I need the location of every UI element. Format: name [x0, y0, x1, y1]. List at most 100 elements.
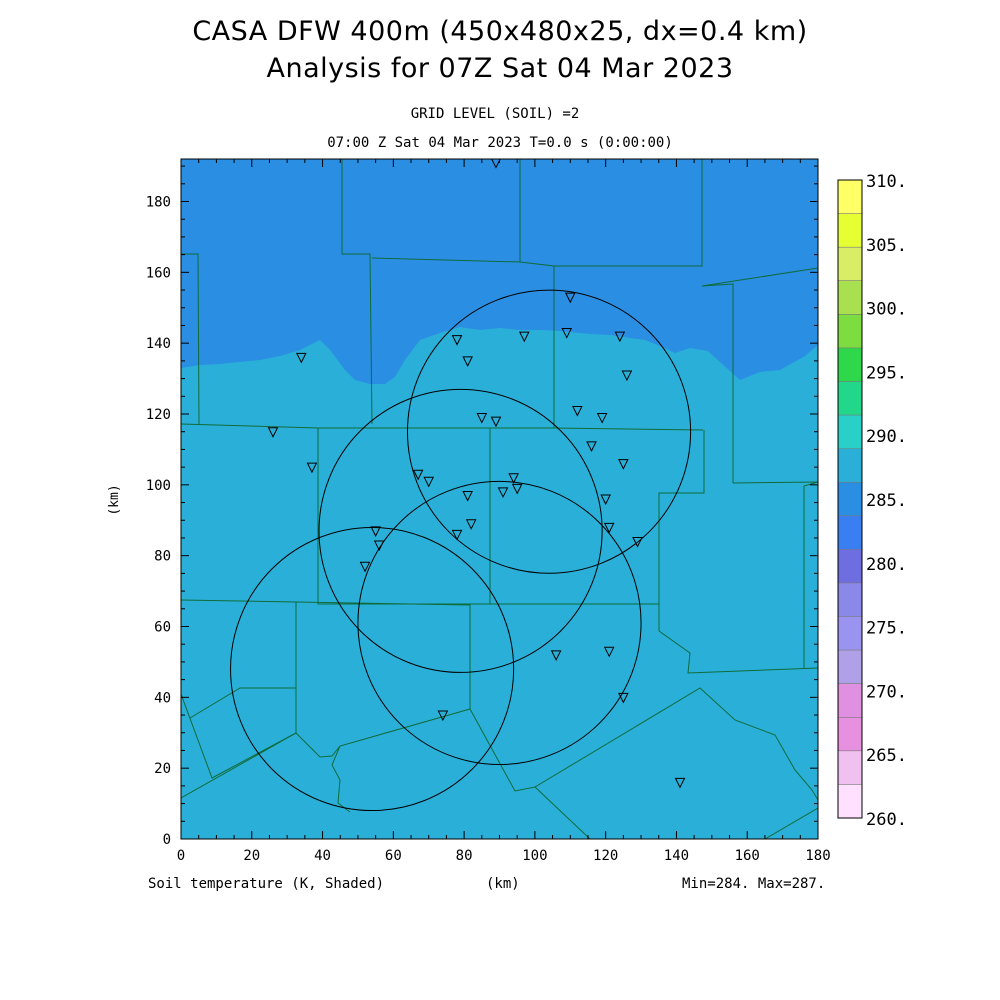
colorbar-swatch [838, 448, 862, 483]
y-axis: 0 20 40 60 80 100 120 140 160 180 [146, 165, 818, 848]
station-marker [370, 526, 381, 537]
station-marker [423, 476, 435, 488]
radar-ring-3 [230, 526, 515, 812]
colorbar-swatch [838, 650, 862, 685]
station-marker [586, 441, 597, 452]
colorbar-label: 285. [866, 491, 907, 511]
colorbar-swatch [838, 247, 862, 282]
station-marker [603, 646, 615, 658]
y-tick-label: 160 [146, 265, 171, 281]
radar-range-rings [230, 289, 692, 812]
station-marker [306, 462, 318, 474]
county-borders [181, 159, 818, 839]
station-marker [497, 487, 509, 499]
min-max-label: Min=284. Max=287. [682, 876, 826, 892]
colorbar-label: 270. [866, 682, 907, 702]
y-tick-label: 180 [146, 195, 171, 211]
station-marker [674, 777, 686, 789]
y-tick-label: 80 [154, 549, 171, 565]
x-tick-label: 20 [243, 848, 260, 864]
analysis-time-title: Analysis for 07Z Sat 04 Mar 2023 [266, 53, 734, 84]
colorbar-swatch [838, 314, 862, 349]
station-marker [508, 473, 519, 484]
colorbar-swatch [838, 717, 862, 752]
x-tick-label: 0 [177, 848, 185, 864]
station-marker [511, 483, 523, 495]
radar-ring-0 [406, 289, 692, 574]
colorbar-swatch [838, 784, 862, 819]
colorbar-swatch [838, 616, 862, 651]
colorbar-label: 295. [866, 363, 907, 383]
station-marker [600, 494, 611, 506]
x-tick-label: 120 [593, 848, 618, 864]
station-marker [462, 356, 473, 367]
station-marker [451, 529, 463, 541]
station-marker [603, 522, 615, 534]
colorbar-label: 310. [866, 172, 907, 192]
station-marker [373, 540, 385, 552]
station-marker [550, 650, 562, 661]
colorbar-label: 305. [866, 236, 907, 256]
station-marker [451, 335, 463, 346]
colorbar-label: 300. [866, 300, 907, 320]
station-marker [412, 469, 424, 481]
colorbar-label: 275. [866, 619, 907, 639]
station-marker [476, 413, 488, 424]
colorbar-label: 260. [866, 810, 907, 830]
x-axis: 0 20 40 60 80 100 120 140 160 180 [177, 159, 831, 864]
station-marker [359, 561, 371, 573]
y-tick-label: 140 [146, 336, 171, 352]
colorbar-swatch [838, 280, 862, 315]
colorbar-swatch [838, 582, 862, 618]
colorbar: 310. 305. 300. 295. 290. 285. 280. 275. 270. 265.… [837, 172, 907, 830]
x-tick-label: 80 [456, 848, 473, 864]
x-tick-label: 140 [664, 848, 689, 864]
grid-level-label: GRID LEVEL (SOIL) =2 [410, 106, 580, 122]
colorbar-frame [837, 179, 863, 819]
y-tick-label: 20 [154, 761, 171, 777]
colorbar-swatch [838, 347, 862, 382]
y-tick-label: 60 [154, 620, 171, 636]
x-axis-unit: (km) [486, 876, 520, 892]
colorbar-swatch [838, 549, 862, 584]
station-marker [614, 331, 626, 343]
x-tick-label: 160 [735, 848, 760, 864]
colorbar-swatch [838, 381, 862, 416]
colorbar-swatch [838, 180, 862, 215]
radar-ring-1 [318, 388, 603, 673]
colorbar-label: 280. [866, 555, 907, 575]
colorbar-swatch [838, 683, 862, 718]
station-marker [518, 331, 530, 343]
station-marker [437, 710, 449, 722]
station-marker [564, 292, 576, 304]
station-marker [490, 416, 502, 428]
x-tick-label: 100 [522, 848, 547, 864]
station-marker [267, 427, 279, 438]
map-title: CASA DFW 400m (450x480x25, dx=0.4 km) [192, 16, 808, 47]
station-marker [618, 459, 629, 470]
station-marker [632, 537, 643, 548]
station-marker [596, 413, 608, 424]
colorbar-swatch [838, 213, 862, 248]
x-tick-label: 40 [314, 848, 331, 864]
y-axis-label: (km) [107, 484, 122, 515]
colorbar-swatch [838, 515, 862, 550]
x-tick-label: 180 [805, 848, 830, 864]
colorbar-swatch [838, 750, 862, 785]
station-marker [465, 519, 477, 530]
colorbar-label: 290. [866, 427, 907, 447]
map-area [181, 159, 818, 839]
station-marker [621, 370, 633, 382]
station-marker [572, 405, 583, 417]
y-tick-label: 0 [163, 832, 171, 848]
field-label: Soil temperature (K, Shaded) [148, 876, 385, 892]
y-tick-label: 40 [154, 690, 171, 706]
station-marker [491, 159, 501, 169]
cool-soil-region [181, 159, 818, 384]
station-markers [267, 159, 686, 789]
station-marker [296, 352, 307, 364]
x-tick-label: 60 [385, 848, 402, 864]
colorbar-label: 265. [866, 746, 907, 766]
y-tick-label: 120 [146, 407, 171, 423]
